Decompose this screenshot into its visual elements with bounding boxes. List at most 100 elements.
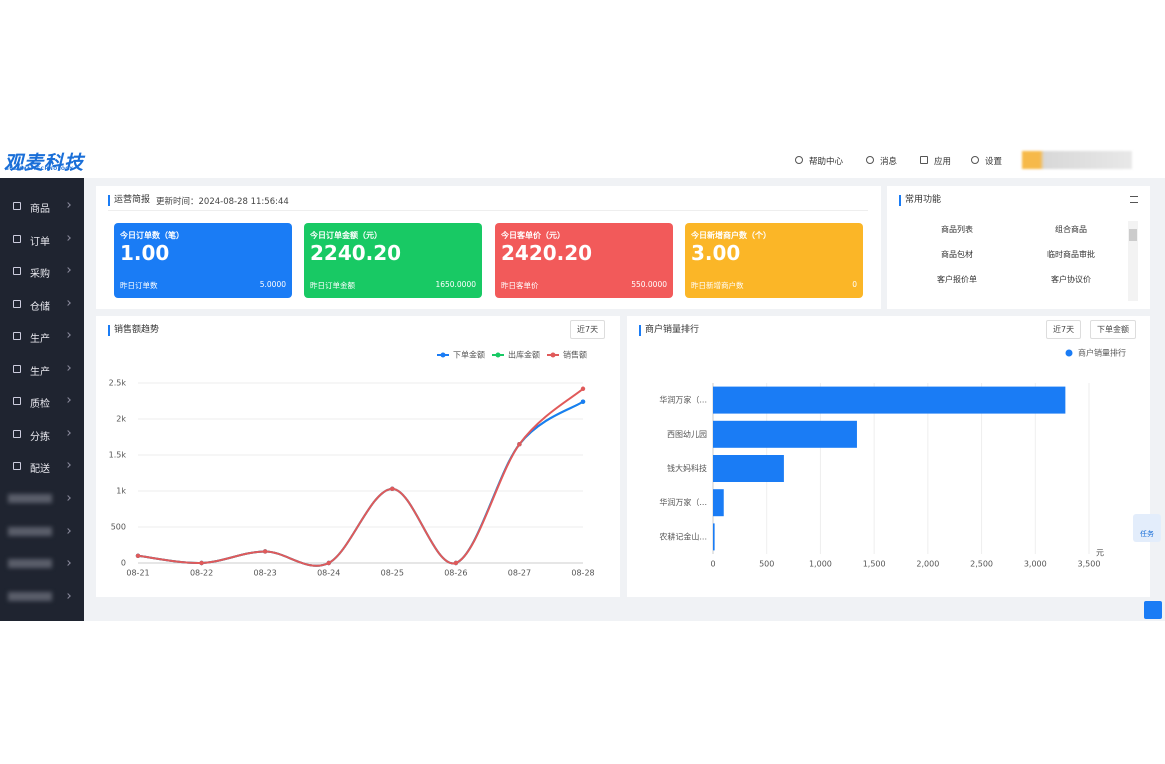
point <box>390 486 395 492</box>
y-tick-label: 华润万家（... <box>659 395 707 405</box>
card-title: 今日订单金额（元） <box>310 231 382 240</box>
shortcut[interactable]: 组合商品 <box>1055 225 1087 234</box>
report-title: 运营简报 <box>108 195 150 206</box>
card-sub-value: 0 <box>852 280 857 289</box>
menu-item[interactable]: 商品 <box>30 204 50 215</box>
shortcut[interactable]: 客户报价单 <box>937 275 977 284</box>
point <box>199 560 204 566</box>
point <box>580 399 586 404</box>
logo-sub: GUANMAITECHNOLOGY <box>5 167 74 172</box>
blurred-menu <box>8 591 52 601</box>
y-tick-label: 西图幼儿园 <box>667 429 707 439</box>
x-tick-label: 08-25 <box>381 569 404 578</box>
y-tick-label: 农耕记金山... <box>659 531 707 541</box>
nav-item[interactable]: 消息 <box>880 157 898 167</box>
bar <box>713 455 784 482</box>
nav-item[interactable]: 帮助中心 <box>809 157 844 167</box>
bar <box>713 386 1066 414</box>
menu-icon <box>13 397 21 405</box>
bar <box>713 420 857 448</box>
legend-label: 销售额 <box>563 350 587 360</box>
nav-item[interactable]: 设置 <box>985 157 1003 167</box>
x-tick-label: 08-27 <box>508 569 531 578</box>
menu-icon <box>13 462 21 470</box>
y-tick-label: 0 <box>121 559 126 568</box>
line-title: 销售额趋势 <box>108 325 159 336</box>
divider <box>108 210 868 211</box>
nav-icon[interactable] <box>866 156 874 164</box>
menu-icon <box>13 202 21 210</box>
menu-icon <box>13 332 21 340</box>
card-sub-label: 昨日订单数 <box>120 281 158 290</box>
menu-item[interactable]: 订单 <box>30 236 50 248</box>
task-label: 任务 <box>1140 530 1154 538</box>
menu-item[interactable]: 质检 <box>30 399 50 410</box>
menu-item[interactable]: 生产 <box>30 366 50 378</box>
x-unit: 元 <box>1096 549 1104 558</box>
card-title: 今日新增商户数（个） <box>691 231 771 240</box>
y-tick-label: 钱大妈科技 <box>667 463 707 473</box>
scrollbar[interactable] <box>1128 221 1138 301</box>
legend-dot <box>550 352 556 358</box>
card-value: 2420.20 <box>501 241 593 265</box>
menu-item[interactable]: 分拣 <box>30 431 50 443</box>
bar-filter: 近7天 <box>1046 320 1082 339</box>
x-tick-label: 3,000 <box>1024 560 1047 569</box>
menu-item[interactable]: 配送 <box>30 464 50 475</box>
y-tick-label: 1.5k <box>109 451 127 460</box>
line-filter: 近7天 <box>570 320 606 339</box>
nav-item[interactable]: 应用 <box>934 157 952 167</box>
y-tick-label: 1k <box>116 487 126 496</box>
bar <box>713 489 724 517</box>
x-tick-label: 2,000 <box>916 560 939 569</box>
settings-icon <box>1130 196 1138 203</box>
blurred-menu <box>8 494 52 503</box>
task-button[interactable]: 任务 <box>1133 514 1161 542</box>
card-value: 2240.20 <box>310 241 402 265</box>
bar-filter: 下单金额 <box>1090 320 1136 339</box>
line-series <box>137 388 584 567</box>
menu-item[interactable]: 仓储 <box>30 301 50 313</box>
stat-card: 今日订单金额（元） 2240.20 昨日订单金额 1650.0000 <box>304 223 482 298</box>
card-sub-label: 昨日订单金额 <box>310 281 355 290</box>
card-value: 1.00 <box>120 241 170 265</box>
shortcut[interactable]: 商品包材 <box>941 250 973 259</box>
stat-card: 今日新增商户数（个） 3.00 昨日新增商户数 0 <box>685 223 863 298</box>
x-tick-label: 08-23 <box>254 569 277 578</box>
menu-icon <box>13 299 21 308</box>
legend-label: 商户销量排行 <box>1078 348 1126 358</box>
point <box>326 560 331 566</box>
menu-icon <box>13 429 21 438</box>
legend-dot <box>440 352 446 358</box>
card-title: 今日客单价（元） <box>501 231 565 240</box>
x-tick-label: 0 <box>710 560 715 569</box>
bar-title: 商户销量排行 <box>639 325 699 336</box>
shortcut[interactable]: 临时商品审批 <box>1047 250 1095 259</box>
nav-icon[interactable] <box>971 156 979 164</box>
user-avatar[interactable] <box>1022 151 1132 169</box>
card-sub-value: 1650.0000 <box>435 280 476 289</box>
x-tick-label: 3,500 <box>1078 560 1101 569</box>
menu-icon <box>13 234 21 243</box>
x-tick-label: 08-22 <box>190 569 213 578</box>
sidebar <box>0 178 84 621</box>
shortcut[interactable]: 商品列表 <box>941 225 973 234</box>
card-title: 今日订单数（笔） <box>120 231 184 240</box>
menu-item[interactable]: 采购 <box>30 269 50 280</box>
shortcut[interactable]: 客户协议价 <box>1051 275 1091 284</box>
stat-card: 今日客单价（元） 2420.20 昨日客单价 550.0000 <box>495 223 673 298</box>
menu-item[interactable]: 生产 <box>30 334 50 345</box>
shortcuts-title: 常用功能 <box>899 195 941 206</box>
bar <box>713 523 715 551</box>
chat-button[interactable] <box>1144 601 1162 619</box>
shortcuts-panel <box>887 186 1150 309</box>
line-panel <box>96 316 620 597</box>
x-tick-label: 2,500 <box>970 560 993 569</box>
logo: 观麦科技 <box>4 152 85 174</box>
nav-icon[interactable] <box>795 156 803 164</box>
legend-dot <box>495 352 501 358</box>
menu-icon <box>13 267 21 275</box>
menu-icon <box>13 364 21 373</box>
nav-icon[interactable] <box>920 156 928 164</box>
